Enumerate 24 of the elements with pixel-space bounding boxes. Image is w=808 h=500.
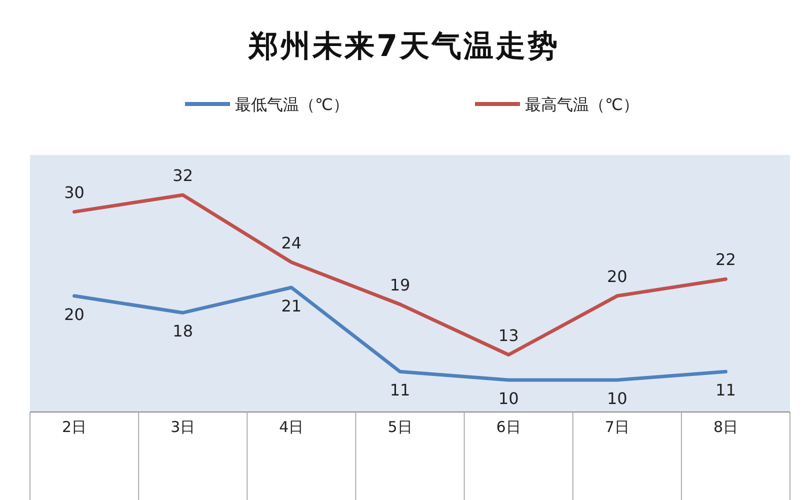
legend-label: 最高气温（℃） <box>525 95 639 114</box>
data-label: 10 <box>606 389 628 408</box>
legend-label: 最低气温（℃） <box>235 95 349 114</box>
data-label: 21 <box>281 296 302 316</box>
x-tick-label: 8日 <box>713 418 738 436</box>
data-label: 13 <box>498 326 519 345</box>
x-tick-label: 4日 <box>279 418 304 436</box>
x-tick-label: 7日 <box>604 418 630 436</box>
data-label: 18 <box>172 322 194 341</box>
x-tick-label: 5日 <box>388 418 412 436</box>
x-tick-label: 3日 <box>170 418 196 436</box>
data-label: 19 <box>390 275 410 294</box>
data-label: 32 <box>172 166 194 185</box>
data-label: 11 <box>390 380 410 400</box>
x-tick-label: 2日 <box>62 418 87 436</box>
x-tick-label: 6日 <box>496 418 521 436</box>
data-label: 30 <box>64 182 84 202</box>
data-label: 24 <box>281 233 302 252</box>
data-label: 10 <box>498 389 519 408</box>
data-label: 11 <box>716 380 736 400</box>
chart-title: 郑州未来7天气温走势 <box>248 29 560 64</box>
data-label: 20 <box>64 304 84 324</box>
data-label: 22 <box>716 250 736 270</box>
data-label: 20 <box>606 266 628 286</box>
